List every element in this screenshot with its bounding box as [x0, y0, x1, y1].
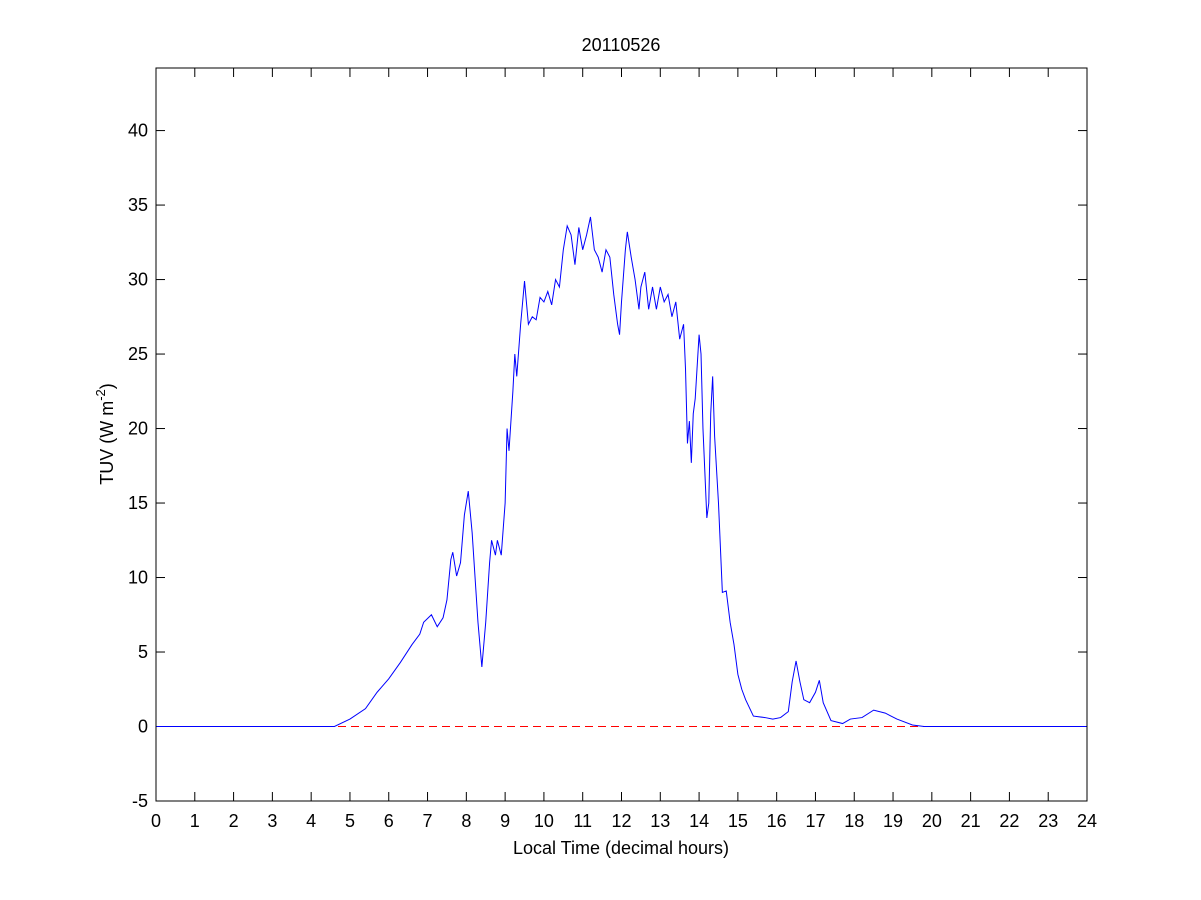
y-tick-label: -5 — [132, 791, 148, 811]
y-tick-label: 0 — [138, 717, 148, 737]
x-tick-label: 13 — [650, 811, 670, 831]
y-label-text: TUV (W m — [97, 401, 117, 485]
y-axis-label: TUV (W m-2) — [93, 383, 117, 485]
y-tick-label: 25 — [128, 344, 148, 364]
x-tick-label: 5 — [345, 811, 355, 831]
x-tick-label: 6 — [384, 811, 394, 831]
x-tick-label: 22 — [999, 811, 1019, 831]
data-line — [156, 216, 1087, 728]
x-tick-label: 18 — [844, 811, 864, 831]
x-tick-label: 11 — [573, 811, 592, 831]
x-tick-label: 14 — [689, 811, 709, 831]
y-tick-label: 5 — [138, 642, 148, 662]
x-tick-label: 4 — [306, 811, 316, 831]
x-tick-label: 23 — [1038, 811, 1058, 831]
x-tick-label: 2 — [229, 811, 239, 831]
x-tick-label: 24 — [1077, 811, 1097, 831]
x-tick-label: 3 — [267, 811, 277, 831]
chart-title: 20110526 — [582, 35, 661, 55]
plot-area — [156, 68, 1087, 801]
x-tick-label: 7 — [423, 811, 433, 831]
x-tick-label: 9 — [500, 811, 510, 831]
x-tick-label: 1 — [190, 811, 200, 831]
axes-box — [155, 67, 1088, 802]
y-tick-label: 10 — [128, 568, 148, 588]
x-tick-label: 15 — [728, 811, 748, 831]
x-tick-label: 17 — [805, 811, 825, 831]
x-axis-label: Local Time (decimal hours) — [513, 838, 729, 858]
y-label-superscript: -2 — [93, 389, 108, 401]
x-tick-label: 12 — [611, 811, 631, 831]
x-tick-label: 8 — [461, 811, 471, 831]
y-tick-label: 40 — [128, 121, 148, 141]
y-tick-label: 30 — [128, 270, 148, 290]
y-label-text: ) — [97, 383, 117, 389]
x-tick-label: 16 — [767, 811, 787, 831]
x-tick-label: 21 — [961, 811, 981, 831]
y-tick-label: 35 — [128, 195, 148, 215]
x-tick-label: 10 — [534, 811, 554, 831]
x-tick-label: 0 — [151, 811, 161, 831]
x-tick-label: 19 — [883, 811, 903, 831]
y-tick-label: 15 — [128, 493, 148, 513]
y-tick-label: 20 — [128, 419, 148, 439]
x-tick-label: 20 — [922, 811, 942, 831]
